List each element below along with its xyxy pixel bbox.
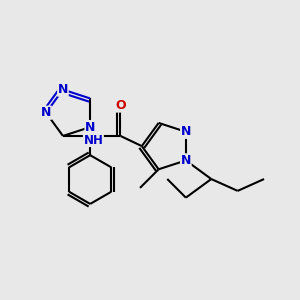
Text: N: N [85,121,95,134]
Text: NH: NH [83,134,103,146]
Text: N: N [41,106,51,119]
Text: N: N [58,83,68,96]
Text: N: N [181,125,191,138]
Text: O: O [115,99,126,112]
Text: N: N [181,154,191,167]
